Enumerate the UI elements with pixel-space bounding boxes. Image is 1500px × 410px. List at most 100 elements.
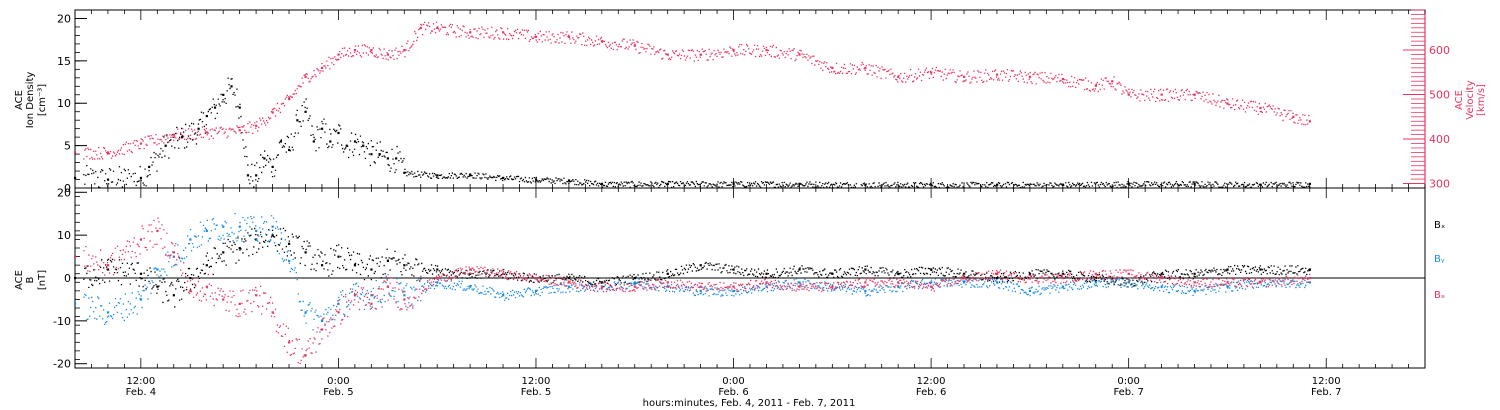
bx-point	[666, 272, 669, 275]
velocity-point	[386, 53, 390, 56]
by-point	[765, 285, 768, 288]
bz-point	[1094, 272, 1097, 275]
velocity-point	[288, 98, 291, 101]
by-point	[864, 289, 867, 293]
density-point	[222, 93, 225, 96]
bz-point	[864, 281, 867, 284]
by-point	[370, 294, 373, 297]
by-point	[666, 285, 669, 288]
velocity-point	[831, 66, 834, 70]
density-point	[502, 176, 505, 180]
bx-point	[1226, 268, 1229, 271]
velocity-point	[320, 66, 324, 70]
ylabel-b-line3: [nT]	[37, 270, 48, 290]
density-point	[197, 127, 200, 130]
velocity-point	[864, 66, 867, 70]
top-left-tick-label: 15	[57, 55, 71, 68]
ylabel-right-line2: Velocity	[1465, 80, 1476, 119]
legend-by: Bᵧ	[1434, 254, 1445, 265]
density-point	[395, 157, 398, 160]
bx-point	[930, 268, 933, 271]
density-point	[403, 171, 406, 174]
density-point	[600, 182, 604, 185]
velocity-point	[1226, 102, 1229, 105]
by-point	[205, 229, 208, 233]
bx-point	[633, 277, 636, 280]
velocity-point	[1127, 93, 1130, 96]
by-point	[1061, 285, 1065, 288]
ylabel-left-line3: [cm⁻³]	[37, 84, 48, 116]
bz-point	[831, 285, 834, 288]
bx-point	[765, 272, 768, 275]
bx-point	[337, 255, 340, 258]
velocity-point	[699, 53, 702, 56]
by-point	[189, 238, 192, 241]
bz-point	[139, 238, 143, 241]
by-point	[1028, 289, 1032, 293]
bx-point	[1028, 272, 1032, 275]
bz-point	[897, 281, 900, 284]
density-point	[386, 157, 390, 160]
velocity-point	[1160, 93, 1163, 96]
bx-scatter	[83, 227, 1311, 308]
density-point	[263, 157, 266, 160]
by-point	[732, 289, 735, 293]
x-tick-time: 12:00	[1312, 376, 1341, 387]
velocity-point	[139, 142, 143, 145]
density-point	[164, 144, 167, 147]
bx-point	[436, 268, 439, 271]
velocity-point	[74, 151, 77, 154]
velocity-point	[271, 111, 274, 114]
by-point	[567, 285, 571, 288]
bottom-left-tick-label: -10	[53, 315, 71, 328]
top-left-tick-label: 20	[57, 12, 71, 25]
bottom-left-tick-label: 20	[57, 186, 71, 199]
by-point	[156, 268, 159, 271]
top-left-tick-label: 10	[57, 97, 71, 110]
bx-point	[386, 259, 390, 263]
bz-point	[1028, 277, 1032, 280]
bz-point	[271, 311, 274, 314]
x-tick-date: Feb. 6	[916, 387, 946, 398]
density-point	[296, 119, 299, 122]
ylabel-left-line2: Ion Density	[25, 72, 36, 129]
velocity-point	[1111, 80, 1114, 83]
velocity-point	[798, 53, 801, 56]
by-point	[633, 281, 636, 284]
by-point	[1094, 281, 1097, 284]
velocity-point	[502, 31, 505, 34]
bx-point	[1259, 268, 1262, 271]
bx-point	[74, 277, 77, 280]
bz-point	[1061, 277, 1065, 280]
bz-point	[963, 277, 966, 280]
bz-point	[1308, 277, 1311, 280]
density-point	[1193, 182, 1196, 185]
bx-point	[403, 264, 406, 267]
bz-point	[172, 251, 175, 254]
velocity-point	[238, 129, 241, 132]
density-point	[255, 174, 258, 177]
velocity-point	[633, 44, 636, 47]
density-point	[205, 114, 208, 118]
by-scatter	[83, 213, 1311, 333]
bz-point	[930, 285, 933, 288]
bx-point	[370, 268, 373, 271]
velocity-point	[1193, 93, 1196, 96]
bz-point	[765, 281, 768, 284]
bz-point	[320, 328, 324, 331]
density-point	[320, 127, 324, 130]
by-point	[469, 285, 472, 288]
by-point	[222, 225, 225, 228]
by-point	[798, 281, 801, 284]
by-point	[930, 281, 933, 284]
ylabel-right-line3: [km/s]	[1476, 84, 1487, 116]
velocity-point	[1094, 84, 1097, 87]
by-point	[106, 311, 110, 314]
bx-point	[732, 268, 735, 271]
bx-point	[897, 272, 900, 275]
velocity-point	[255, 124, 258, 127]
velocity-point	[765, 49, 768, 52]
bx-point	[106, 268, 110, 271]
density-point	[345, 144, 348, 147]
